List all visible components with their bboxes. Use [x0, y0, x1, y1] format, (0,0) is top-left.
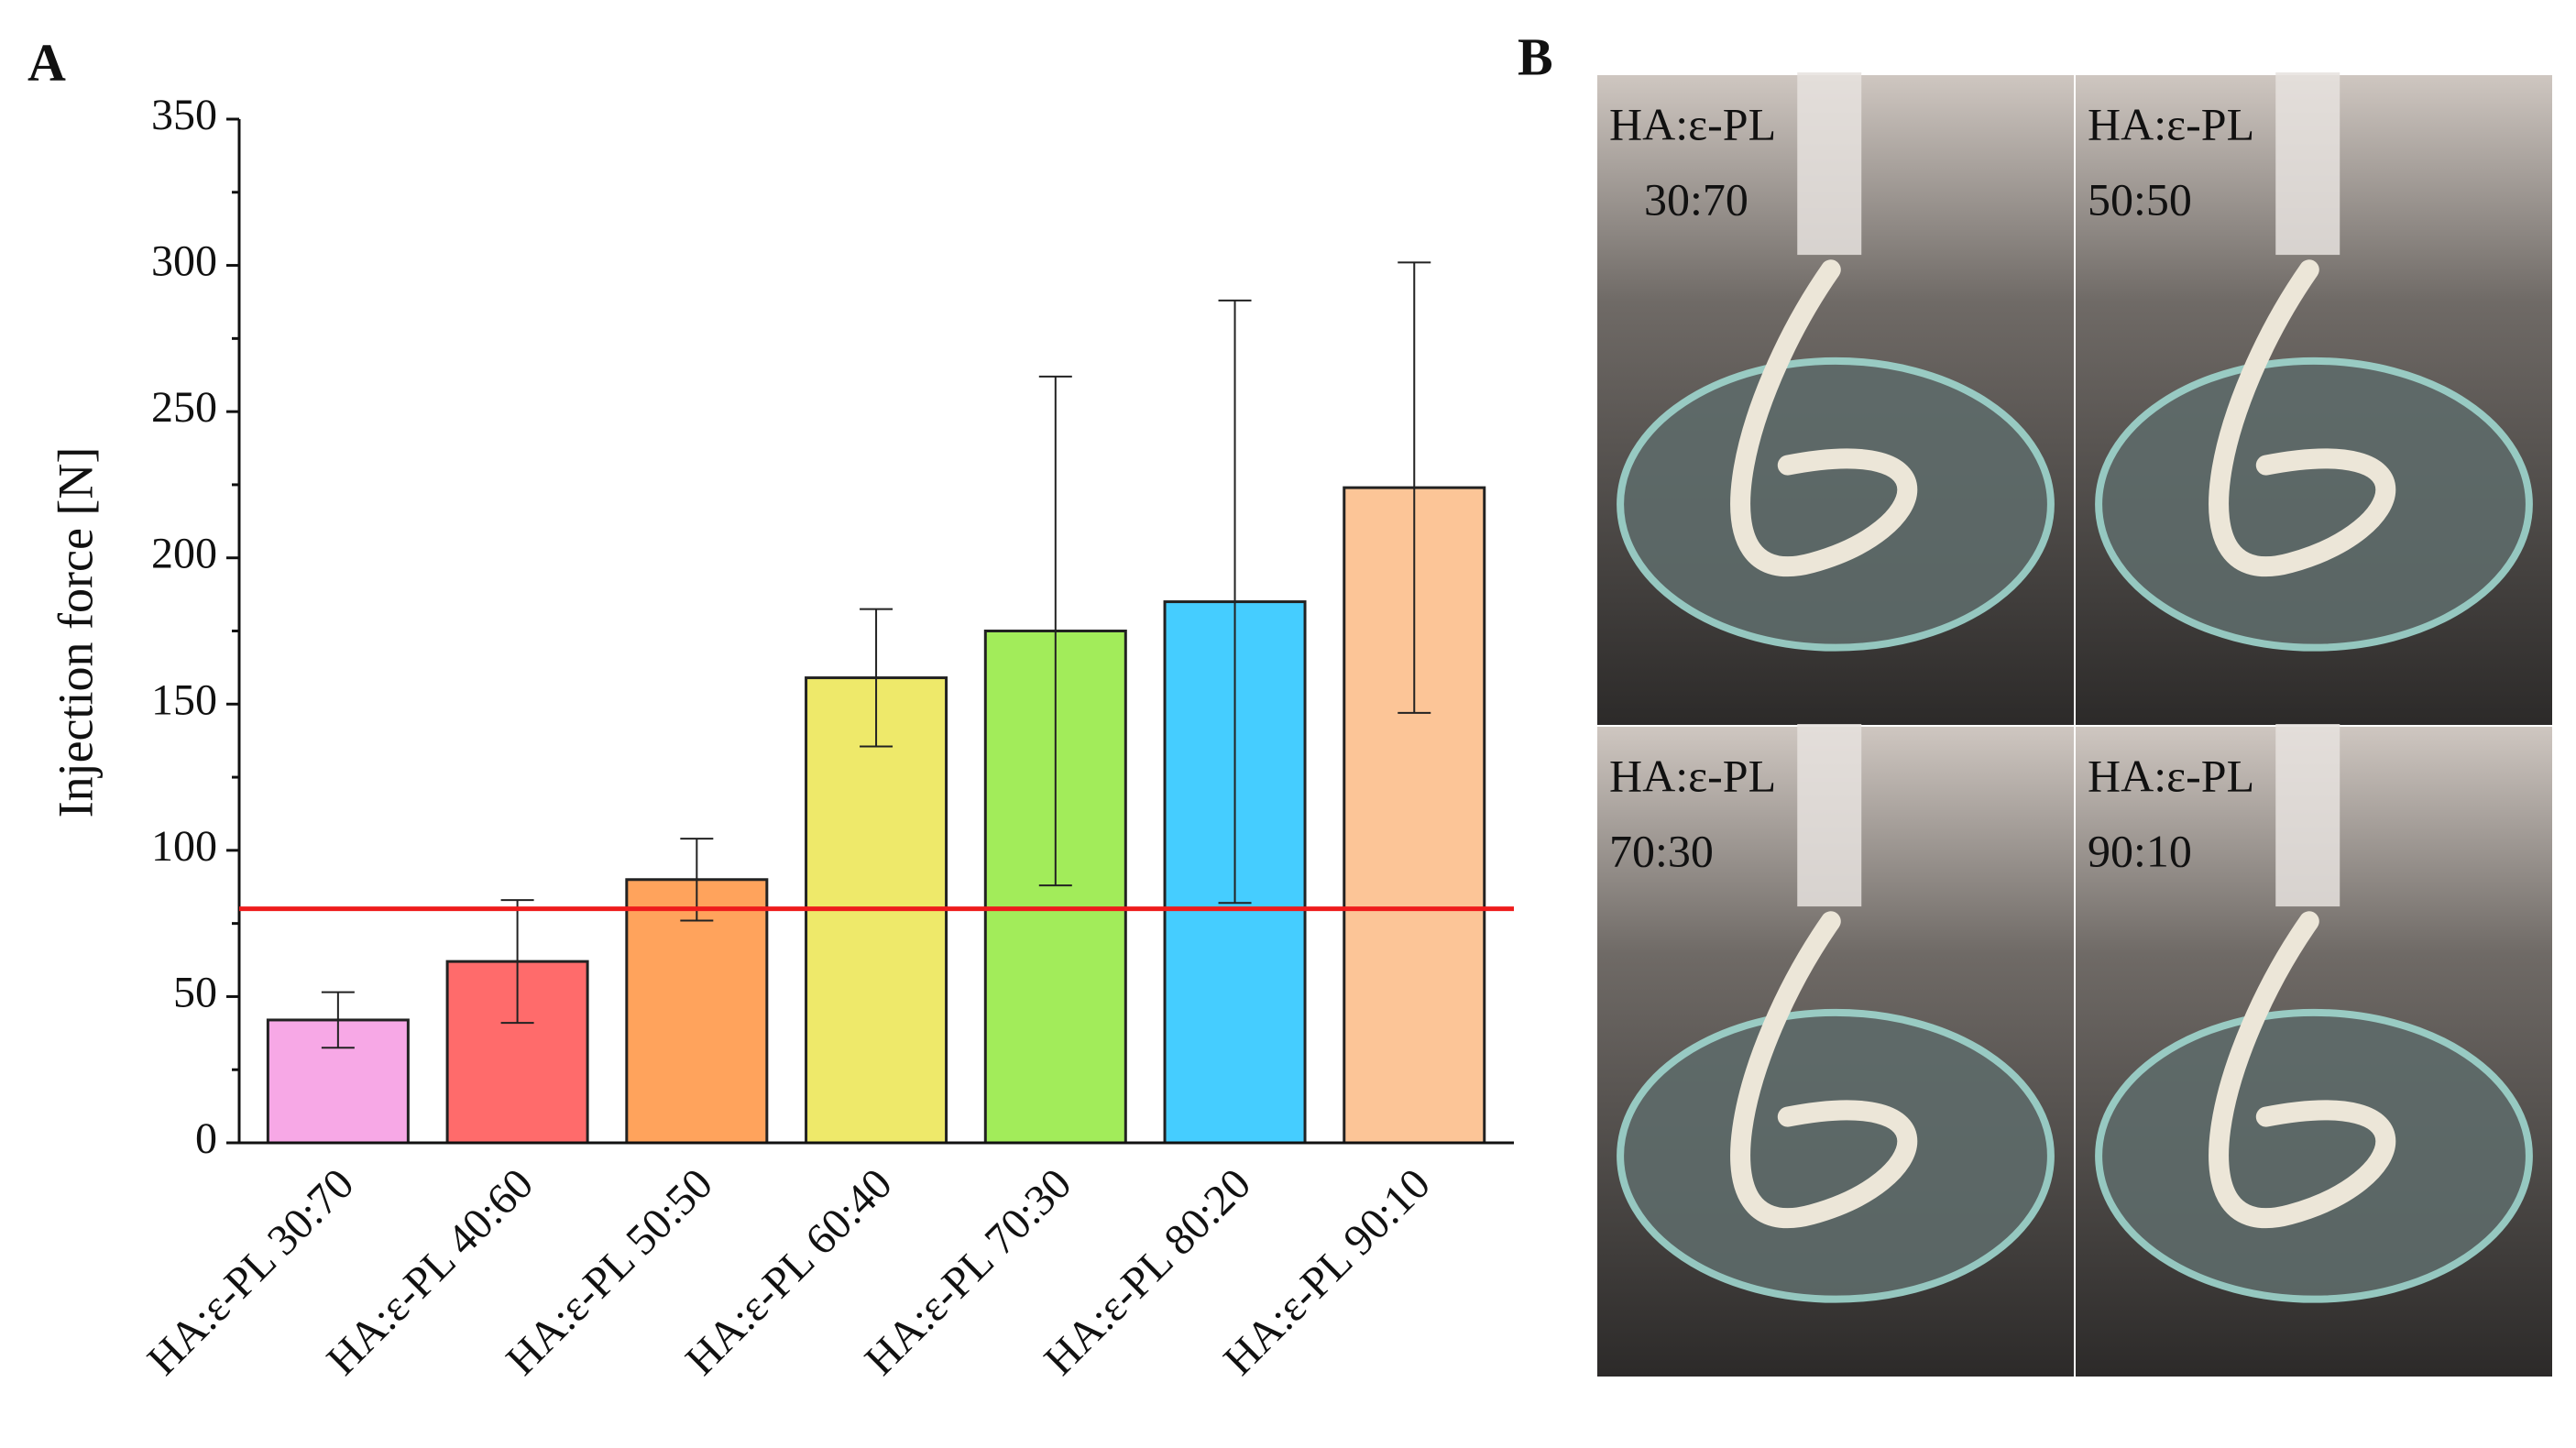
error-bar: [500, 899, 534, 1025]
photo-label: HA:ε-PL: [2088, 98, 2254, 149]
photo-panel: HA:ε-PL 30:70 HA:ε-PL 50:50 HA:ε-PL 70:30 HA:ε…: [1595, 72, 2554, 1378]
y-tick-label: 350: [151, 91, 217, 139]
y-tick-label: 200: [151, 530, 217, 578]
hydrogel: [1730, 259, 1918, 577]
y-tick-label: 300: [151, 237, 217, 286]
error-bar: [860, 608, 893, 748]
petri-dish: [1617, 1008, 2055, 1303]
photo-label: 90:10: [2088, 825, 2192, 876]
y-axis-label: Injection force [N]: [48, 447, 103, 818]
hydrogel: [2209, 259, 2396, 577]
bar: [625, 878, 769, 1145]
error-bar: [1218, 299, 1252, 905]
photo-label: 30:70: [1644, 173, 1748, 225]
photo-label: HA:ε-PL: [2088, 750, 2254, 801]
panel-label: B: [1518, 27, 1553, 86]
syringe: [1797, 724, 1862, 907]
petri-dish: [2095, 1008, 2533, 1303]
syringe: [2275, 72, 2340, 256]
y-tick-label: 50: [173, 968, 217, 1016]
hydrogel: [2209, 911, 2396, 1229]
hydrogel: [1730, 911, 1918, 1229]
photo-label: HA:ε-PL: [1609, 98, 1776, 149]
error-bar: [321, 991, 355, 1049]
photo-label: HA:ε-PL: [1609, 750, 1776, 801]
y-tick-label: 0: [195, 1114, 217, 1163]
panel-label: A: [27, 32, 66, 92]
photo-label: 70:30: [1609, 825, 1714, 876]
y-tick-label: 100: [151, 822, 217, 871]
petri-dish: [2095, 357, 2533, 652]
y-tick-label: 250: [151, 383, 217, 432]
error-bar: [1038, 375, 1072, 887]
y-tick-label: 150: [151, 675, 217, 724]
syringe: [1797, 72, 1862, 256]
photo-label: 50:50: [2088, 173, 2192, 225]
error-bar: [1398, 261, 1431, 714]
syringe: [2275, 724, 2340, 907]
petri-dish: [1617, 357, 2055, 652]
